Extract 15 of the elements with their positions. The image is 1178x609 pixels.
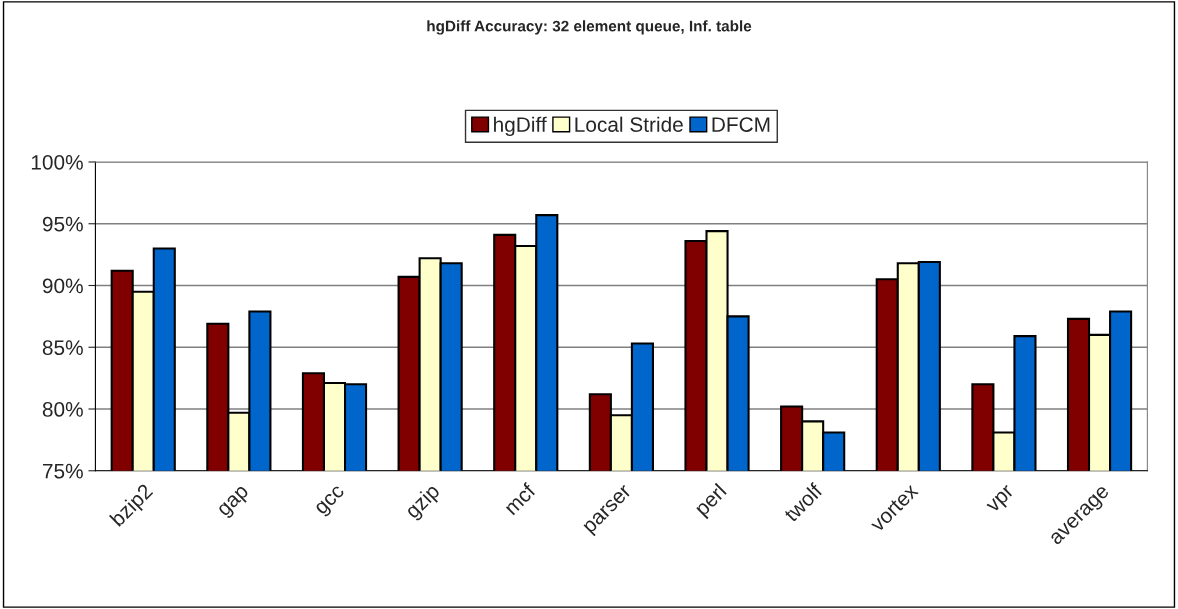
y-tick-label: 95%: [42, 216, 83, 232]
x-tick-label: gzip: [403, 482, 444, 522]
legend-label: hgDiff: [494, 116, 547, 137]
legend-label: DFCM: [712, 117, 770, 132]
chart-title: hgDiff Accuracy: 32 element queue, Inf. table: [427, 20, 752, 35]
y-tick-label: 85%: [42, 340, 83, 356]
x-tick-label: vpr: [986, 484, 1018, 517]
legend-label: Local Stride: [575, 116, 683, 132]
x-tick-label: mcf: [503, 481, 537, 516]
x-tick-label: gap: [217, 485, 252, 520]
y-tick-label: 100%: [31, 155, 83, 170]
y-tick-label: 90%: [42, 278, 83, 294]
y-tick-label: 80%: [42, 402, 83, 417]
y-tick-label: 75%: [42, 463, 83, 479]
x-tick-label: gcc: [314, 485, 348, 518]
